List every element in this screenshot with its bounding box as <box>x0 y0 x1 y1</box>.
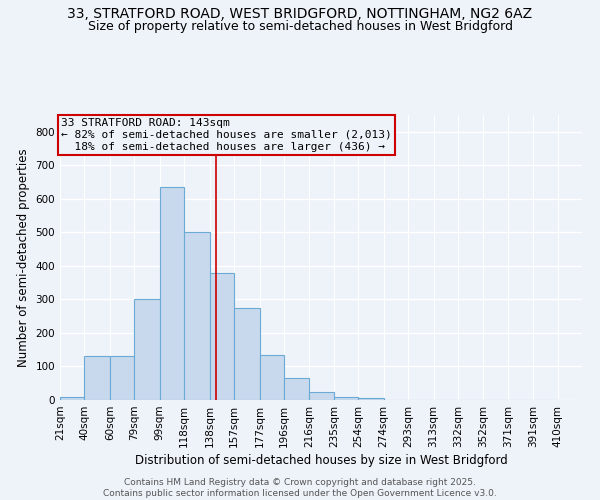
Text: Size of property relative to semi-detached houses in West Bridgford: Size of property relative to semi-detach… <box>88 20 512 33</box>
Bar <box>110 356 134 400</box>
Y-axis label: Number of semi-detached properties: Number of semi-detached properties <box>17 148 30 367</box>
Bar <box>234 308 260 400</box>
Text: 33 STRATFORD ROAD: 143sqm
← 82% of semi-detached houses are smaller (2,013)
  18: 33 STRATFORD ROAD: 143sqm ← 82% of semi-… <box>61 118 392 152</box>
Bar <box>209 272 234 400</box>
X-axis label: Distribution of semi-detached houses by size in West Bridgford: Distribution of semi-detached houses by … <box>134 454 508 467</box>
Text: Contains HM Land Registry data © Crown copyright and database right 2025.
Contai: Contains HM Land Registry data © Crown c… <box>103 478 497 498</box>
Bar <box>60 398 85 400</box>
Bar <box>85 356 110 400</box>
Bar <box>284 378 310 400</box>
Bar <box>184 232 209 400</box>
Text: 33, STRATFORD ROAD, WEST BRIDGFORD, NOTTINGHAM, NG2 6AZ: 33, STRATFORD ROAD, WEST BRIDGFORD, NOTT… <box>67 8 533 22</box>
Bar <box>310 392 334 400</box>
Bar <box>358 398 383 400</box>
Bar <box>134 300 160 400</box>
Bar <box>260 354 284 400</box>
Bar <box>334 396 358 400</box>
Bar <box>160 187 184 400</box>
